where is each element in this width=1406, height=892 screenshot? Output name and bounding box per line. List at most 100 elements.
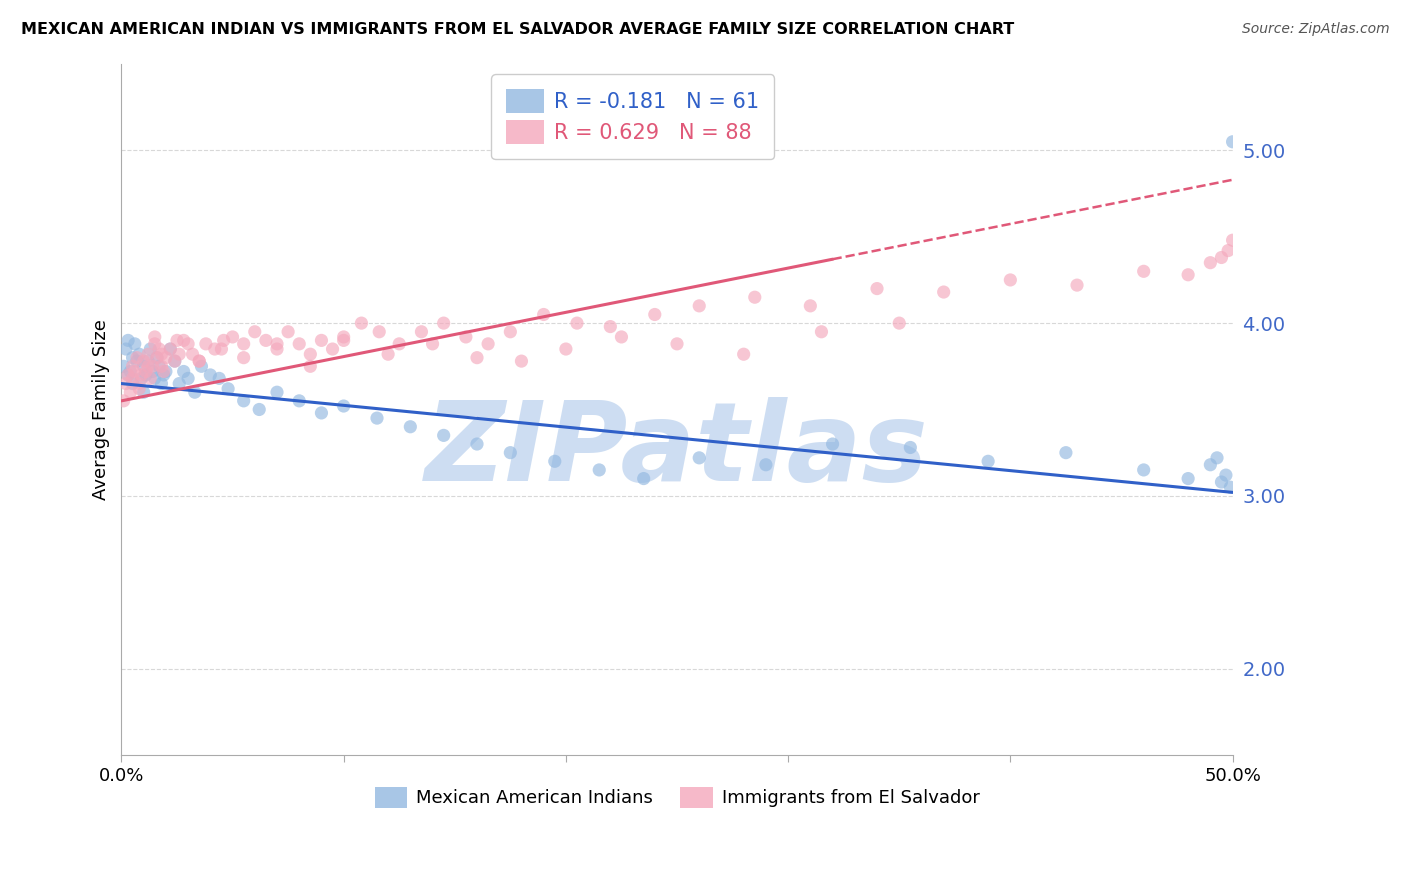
Point [1215,468,1237,483]
Point [143,330,166,344]
Point [131,371,153,385]
Point [139,342,162,356]
Point [128,382,150,396]
Point [311,334,333,348]
Point [1211,475,1233,489]
Point [243,325,266,339]
Point [266,336,288,351]
Point [131,368,153,382]
Point [124,336,146,351]
Point [190,359,212,374]
Point [136,347,159,361]
Point [150,347,173,361]
Point [208,371,231,385]
Point [115,376,138,391]
Point [115,342,138,356]
Point [1199,458,1222,472]
Point [181,347,204,361]
Point [217,382,239,396]
Point [422,336,444,351]
Point [866,282,889,296]
Point [977,454,1000,468]
Point [167,376,190,391]
Point [299,359,322,374]
Point [1177,472,1199,486]
Point [688,299,710,313]
Point [121,376,143,391]
Point [889,316,911,330]
Point [454,330,477,344]
Point [146,351,169,365]
Point [350,316,373,330]
Point [188,354,211,368]
Point [288,336,311,351]
Point [399,419,422,434]
Point [173,334,195,348]
Point [477,336,499,351]
Point [148,359,170,374]
Point [332,334,354,348]
Point [177,371,200,385]
Point [744,290,766,304]
Point [112,359,135,374]
Point [599,319,621,334]
Point [139,371,162,385]
Point [135,368,157,382]
Point [610,330,633,344]
Point [565,316,588,330]
Point [232,393,254,408]
Point [588,463,610,477]
Point [200,368,222,382]
Point [1211,251,1233,265]
Point [159,342,181,356]
Point [299,347,322,361]
Point [163,354,186,368]
Point [499,445,522,459]
Point [1199,255,1222,269]
Point [433,428,456,442]
Point [209,342,232,356]
Point [121,351,143,365]
Point [146,351,169,365]
Point [167,347,190,361]
Point [554,342,576,356]
Point [117,368,139,382]
Point [733,347,755,361]
Point [128,347,150,361]
Point [266,342,288,356]
Point [117,334,139,348]
Point [194,336,217,351]
Point [288,393,311,408]
Point [136,359,159,374]
Point [142,364,165,378]
Point [128,376,150,391]
Point [221,330,243,344]
Y-axis label: Average Family Size: Average Family Size [93,319,110,500]
Point [277,325,299,339]
Point [366,411,388,425]
Point [799,299,821,313]
Point [124,364,146,378]
Point [121,371,143,385]
Point [173,364,195,378]
Point [152,368,174,382]
Point [332,399,354,413]
Point [132,385,155,400]
Point [188,354,211,368]
Point [143,336,166,351]
Point [644,308,666,322]
Text: ZIPatlas: ZIPatlas [425,398,929,505]
Point [232,336,254,351]
Point [1177,268,1199,282]
Point [1000,273,1022,287]
Point [465,351,488,365]
Point [810,325,832,339]
Point [142,359,165,374]
Point [932,285,955,299]
Point [143,371,166,385]
Point [465,437,488,451]
Point [163,354,186,368]
Point [184,385,207,400]
Point [332,330,354,344]
Point [1066,278,1088,293]
